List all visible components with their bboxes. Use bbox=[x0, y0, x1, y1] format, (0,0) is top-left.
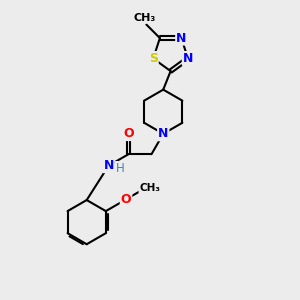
Text: N: N bbox=[176, 32, 187, 45]
Text: S: S bbox=[149, 52, 158, 65]
Text: N: N bbox=[183, 52, 193, 65]
Text: CH₃: CH₃ bbox=[139, 183, 160, 193]
Text: CH₃: CH₃ bbox=[134, 13, 156, 23]
Text: N: N bbox=[103, 159, 114, 172]
Text: H: H bbox=[116, 161, 124, 175]
Text: O: O bbox=[121, 193, 131, 206]
Text: O: O bbox=[123, 127, 134, 140]
Text: N: N bbox=[158, 127, 168, 140]
